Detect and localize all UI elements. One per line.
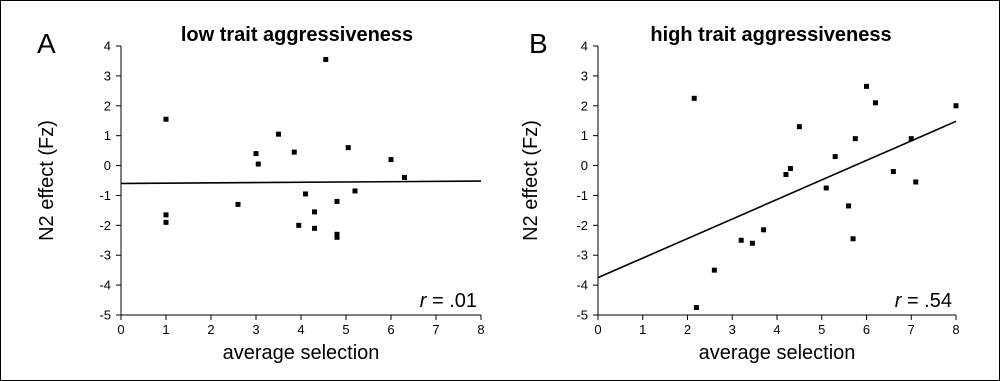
y-tick-label: -1 [576,188,588,203]
data-point [312,225,317,231]
y-tick-label: -4 [99,278,111,293]
data-point [890,169,896,175]
chart-title: high trait aggressiveness [650,24,891,46]
y-tick-label: 3 [581,68,588,83]
panel-letter: B [529,28,548,59]
y-tick-label: 4 [581,39,588,54]
data-point [312,209,317,215]
correlation-annotation: r = .01 [420,290,477,312]
x-tick-label: 0 [117,322,124,337]
y-axis-label: N2 effect (Fz) [520,120,542,241]
y-tick-label: 2 [581,98,588,113]
data-point [334,234,340,240]
data-point [235,201,241,207]
x-axis-label: average selection [223,342,380,364]
correlation-symbol: r [895,290,903,312]
data-point [850,236,856,242]
x-tick-label: 6 [863,322,870,337]
data-point [761,227,767,233]
data-point [953,103,959,109]
data-point [738,237,744,243]
data-point [711,267,717,273]
y-tick-label: 0 [581,158,588,173]
data-point [787,166,793,172]
y-tick-label: 4 [104,39,111,54]
data-point [783,172,789,178]
y-tick-label: 3 [104,68,111,83]
data-point [872,100,878,106]
y-tick-label: -4 [576,278,588,293]
data-point [323,56,329,62]
x-tick-label: 1 [162,322,169,337]
y-tick-label: -5 [99,308,111,323]
x-tick-label: 3 [729,322,736,337]
x-tick-label: 0 [594,322,601,337]
data-point [345,145,351,151]
data-point [163,219,169,225]
data-point [796,124,802,130]
data-point [749,240,755,246]
x-tick-label: 5 [342,322,349,337]
x-tick-label: 3 [252,322,259,337]
x-tick-label: 7 [432,322,439,337]
data-point [388,157,394,163]
data-point [303,191,308,197]
data-point [823,185,829,191]
x-tick-label: 8 [952,322,959,337]
x-tick-label: 2 [684,322,691,337]
data-point [334,198,340,204]
data-point [296,222,302,228]
data-point [691,95,697,101]
data-point [163,212,169,218]
chart-title: low trait aggressiveness [181,24,413,46]
data-point [908,136,914,142]
y-tick-label: -2 [99,218,111,233]
data-point [913,179,919,185]
y-tick-label: -3 [576,248,588,263]
regression-line [597,120,957,279]
x-tick-label: 2 [207,322,214,337]
x-tick-label: 1 [639,322,646,337]
y-tick-label: -1 [99,188,111,203]
data-point [253,151,259,157]
data-point [352,188,358,194]
data-point [832,154,838,160]
y-tick-label: 1 [104,128,111,143]
data-point [846,203,852,209]
data-point [255,161,261,167]
data-point [864,83,869,89]
y-tick-label: 1 [581,128,588,143]
data-point [163,116,169,122]
y-axis-label: N2 effect (Fz) [36,120,58,241]
correlation-symbol: r [420,290,428,312]
data-point [852,136,858,142]
correlation-value: = .01 [426,290,477,312]
y-tick-label: 2 [104,98,111,113]
data-point [291,149,297,155]
correlation-value: = .54 [901,290,952,312]
panel-letter: A [37,28,56,59]
data-point [693,305,699,311]
y-tick-label: 0 [104,158,111,173]
correlation-annotation: r = .54 [895,290,952,312]
x-tick-label: 5 [818,322,825,337]
y-tick-label: -5 [576,308,588,323]
x-tick-label: 6 [387,322,394,337]
regression-line [120,180,482,185]
y-tick-label: -2 [576,218,588,233]
data-point [334,231,340,237]
x-tick-label: 8 [477,322,484,337]
x-tick-label: 7 [908,322,915,337]
x-tick-label: 4 [297,322,304,337]
x-axis-label: average selection [699,342,856,364]
data-point [276,131,281,137]
data-point [402,175,407,181]
y-tick-label: -3 [99,248,111,263]
x-tick-label: 4 [773,322,780,337]
